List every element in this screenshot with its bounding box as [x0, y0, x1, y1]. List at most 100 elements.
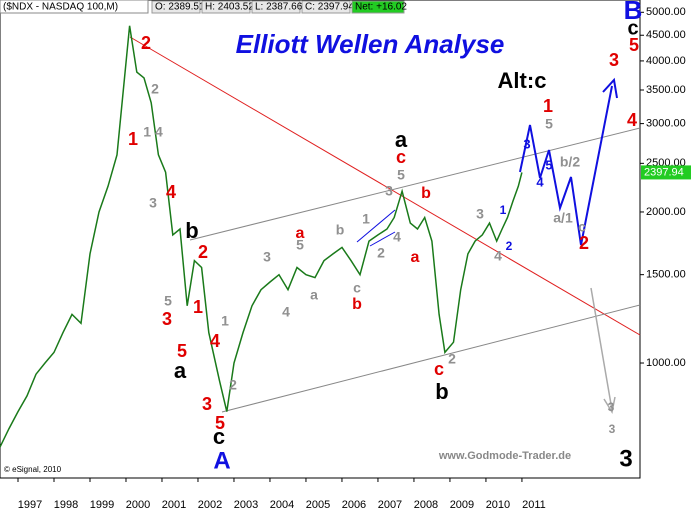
chart-title: Elliott Wellen Analyse — [236, 29, 505, 59]
wave-label: 2 — [151, 81, 159, 97]
y-tick-label: 2000.00 — [646, 206, 686, 218]
wave-label: 4 — [494, 248, 502, 264]
wave-label: 4 — [282, 304, 290, 320]
wave-label: Alt:c — [498, 68, 547, 93]
quote-box — [351, 0, 405, 14]
wave-label: 1 — [128, 129, 138, 149]
x-tick-label: 1999 — [90, 499, 114, 511]
wave-label: 5 — [215, 413, 225, 433]
wave-label: a — [310, 287, 318, 303]
wave-label: 5 — [545, 157, 552, 172]
y-tick-label: 4500.00 — [646, 29, 686, 41]
wave-label: a — [395, 127, 408, 152]
wave-label: 5 — [296, 237, 304, 253]
wave-label: a/1 — [553, 210, 573, 226]
source: www.Godmode-Trader.de — [438, 450, 571, 462]
wave-label: c — [213, 424, 225, 449]
wave-label: 4 — [536, 174, 544, 189]
wave-label: 3 — [385, 183, 393, 199]
wave-label: 4 — [166, 182, 176, 202]
wave-label: c — [578, 219, 586, 235]
wave-label: 2 — [579, 233, 589, 253]
x-tick-label: 1997 — [18, 499, 42, 511]
wave-label: B — [624, 0, 643, 25]
wave-label: 3 — [608, 400, 615, 414]
x-tick-label: 2004 — [270, 499, 294, 511]
quote: Net: +16.02 — [355, 2, 407, 13]
y-tick-label: 3000.00 — [646, 118, 686, 130]
channel-line — [221, 304, 641, 413]
x-tick-label: 2002 — [198, 499, 222, 511]
symbol-box — [0, 0, 149, 14]
wave-label: 5 — [177, 341, 187, 361]
quote: L: 2387.66 — [255, 2, 303, 13]
y-tick-label: 4000.00 — [646, 55, 686, 67]
last-value-box — [641, 165, 691, 180]
wave-label: 3 — [619, 445, 632, 472]
wave-label: 1 — [193, 297, 203, 317]
wave-label: a — [174, 358, 187, 383]
last-value-label: 2397.94 — [644, 166, 684, 178]
x-tick-label: 2000 — [126, 499, 150, 511]
channel-line — [189, 127, 641, 241]
wave-label: 2 — [377, 245, 385, 261]
x-tick-label: 2003 — [234, 499, 258, 511]
wave-label: 2 — [448, 351, 456, 367]
copyright: © eSignal, 2010 — [4, 465, 62, 474]
wave-label: 4 — [393, 229, 401, 245]
wave-label: A — [213, 447, 230, 474]
wave-label: 3 — [149, 195, 157, 211]
wave-label: b — [185, 218, 198, 243]
wave-label: b — [336, 222, 345, 238]
wave-label: a — [296, 225, 305, 242]
wave-label: c — [396, 147, 406, 167]
quote-box — [251, 0, 301, 14]
quote: O: 2389.51 — [155, 2, 205, 13]
wave-label: 5 — [629, 35, 639, 55]
wave-label: 5 — [164, 293, 172, 309]
wave-label: 1 — [362, 211, 370, 227]
wave-label: 2 — [198, 242, 208, 262]
quote: C: 2397.94 — [305, 2, 354, 13]
y-tick-label: 3500.00 — [646, 84, 686, 96]
wave-label: 1 — [221, 313, 229, 329]
wave-label: 3 — [263, 249, 271, 265]
quote-box — [201, 0, 251, 14]
wave-label: c — [627, 17, 638, 39]
wave-label: 3 — [609, 422, 616, 436]
wave-label: 5 — [397, 167, 405, 183]
x-tick-label: 2009 — [450, 499, 474, 511]
x-tick-label: 1998 — [54, 499, 78, 511]
x-tick-label: 2010 — [486, 499, 510, 511]
x-tick-label: 2001 — [162, 499, 186, 511]
wave-label: b — [435, 379, 448, 404]
projection-path — [519, 85, 613, 246]
projection-arrow — [603, 396, 616, 415]
projection-path — [590, 287, 613, 411]
x-tick-label: 2006 — [342, 499, 366, 511]
wave-line — [369, 231, 396, 247]
quote: H: 2403.52 — [205, 2, 254, 13]
wave-label: b — [352, 296, 362, 313]
wave-label: 1 — [500, 203, 507, 217]
projection-arrow — [602, 77, 618, 99]
wave-label: 2 — [141, 33, 151, 53]
wave-label: 1 4 — [143, 124, 163, 140]
wave-label: 3 — [162, 309, 172, 329]
wave-label: 4 — [210, 331, 220, 351]
wave-label: 1 — [543, 96, 553, 116]
symbol: ($NDX - NASDAQ 100,M) — [3, 2, 118, 13]
wave-label: c — [353, 280, 361, 296]
y-tick-label: 1000.00 — [646, 357, 686, 369]
x-tick-label: 2007 — [378, 499, 402, 511]
y-tick-label: 5000.00 — [646, 6, 686, 18]
wave-label: 4 — [627, 110, 637, 130]
plot-area — [0, 0, 641, 479]
wave-label: 3 — [523, 136, 530, 151]
wave-label: 2 — [506, 239, 513, 253]
wave-label: 5 — [545, 116, 553, 132]
y-tick-label: 1500.00 — [646, 269, 686, 281]
wave-label: 3 — [609, 50, 619, 70]
wave-label: b — [421, 185, 431, 202]
